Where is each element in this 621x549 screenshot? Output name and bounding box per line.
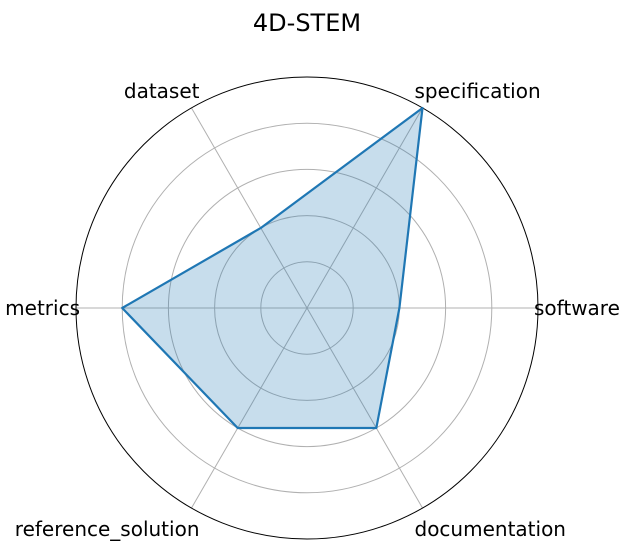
radar-grid <box>75 76 539 540</box>
spoke-documentation <box>306 307 423 509</box>
axis-label-metrics: metrics <box>5 296 80 320</box>
axis-label-software: software <box>534 296 620 320</box>
spoke-specification <box>306 107 423 309</box>
series-1-area <box>122 107 423 429</box>
axis-label-dataset: dataset <box>124 79 200 103</box>
polar-frame <box>75 76 539 540</box>
series-1-line <box>121 106 424 430</box>
axis-label-documentation: documentation <box>415 517 566 541</box>
chart-title: 4D-STEM <box>253 9 361 37</box>
radar-series <box>121 106 424 430</box>
axis-label-specification: specification <box>415 79 541 103</box>
axis-label-reference-solution: reference_solution <box>15 517 200 541</box>
spoke-dataset <box>191 107 308 309</box>
spoke-reference-solution <box>191 307 308 509</box>
axis-labels: software specification dataset metrics refer… <box>5 79 620 541</box>
